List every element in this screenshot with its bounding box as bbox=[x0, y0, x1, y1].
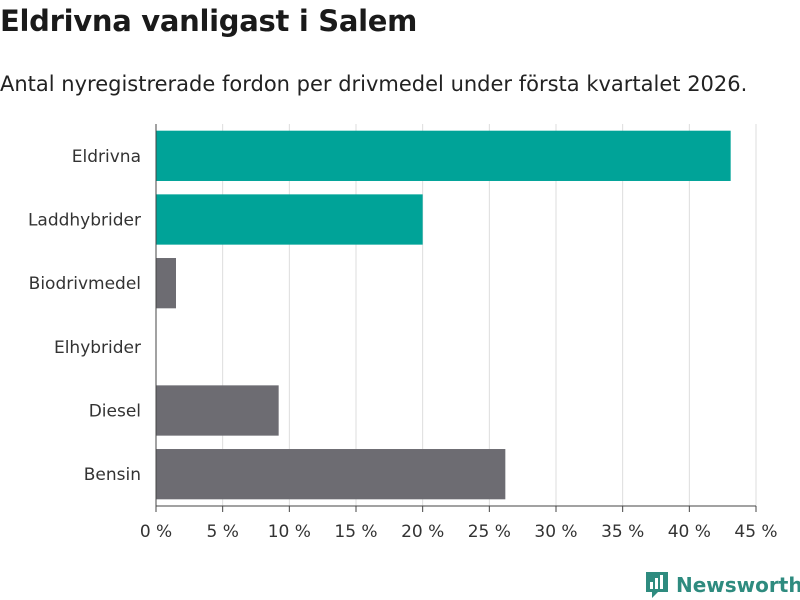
category-label: Diesel bbox=[89, 402, 141, 422]
x-tick-label: 40 % bbox=[668, 522, 711, 542]
x-tick-label: 25 % bbox=[468, 522, 511, 542]
bars bbox=[156, 130, 731, 500]
x-tick-label: 10 % bbox=[268, 522, 311, 542]
category-label: Biodrivmedel bbox=[29, 274, 141, 294]
bar bbox=[156, 385, 279, 436]
bar bbox=[156, 194, 423, 245]
chart-title: Eldrivna vanligast i Salem bbox=[0, 4, 418, 38]
newsworthy-logo: Newsworthy bbox=[644, 570, 800, 600]
bar bbox=[156, 449, 506, 500]
bar bbox=[156, 130, 731, 181]
chart-subtitle: Antal nyregistrerade fordon per drivmede… bbox=[0, 72, 748, 96]
x-tick-label: 5 % bbox=[206, 522, 238, 542]
x-tick-label: 20 % bbox=[401, 522, 444, 542]
x-axis: 0 % 5 % 10 % 15 % 20 % 25 % 30 % 35 % 40 % 45 % bbox=[140, 124, 778, 542]
category-label: Bensin bbox=[84, 465, 141, 485]
x-tick-label: 45 % bbox=[734, 522, 777, 542]
grid-lines bbox=[222, 124, 757, 506]
newsworthy-logo-icon bbox=[646, 572, 668, 598]
category-labels: Eldrivna Laddhybrider Biodrivmedel Elhybrid… bbox=[28, 147, 141, 485]
x-tick-label: 15 % bbox=[334, 522, 377, 542]
x-tick-label: 0 % bbox=[140, 522, 172, 542]
category-label: Elhybrider bbox=[54, 338, 141, 358]
x-tick-label: 35 % bbox=[601, 522, 644, 542]
brand-name: Newsworthy bbox=[676, 573, 800, 597]
category-label: Laddhybrider bbox=[28, 211, 141, 231]
bar bbox=[156, 258, 176, 309]
category-label: Eldrivna bbox=[72, 147, 141, 167]
x-tick-label: 30 % bbox=[534, 522, 577, 542]
